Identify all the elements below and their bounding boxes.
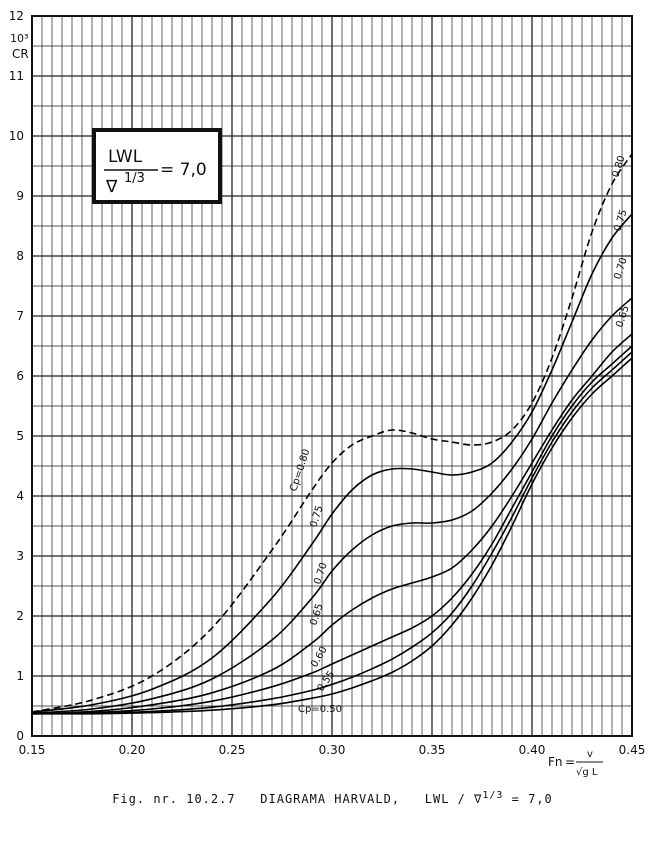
y-tick-label: 9 bbox=[16, 189, 24, 203]
inset-exponent: 1/3 bbox=[124, 171, 145, 186]
series-line-cp-060 bbox=[31, 345, 633, 715]
curves bbox=[31, 153, 633, 715]
inset-numerator: LWL bbox=[108, 147, 143, 167]
x-tick-label: 0.20 bbox=[119, 743, 146, 757]
x-axis-formula-den: √g L bbox=[576, 767, 598, 778]
series-line-cp-050 bbox=[31, 357, 633, 715]
y-tick-label: 8 bbox=[16, 249, 24, 263]
right-label-080: 0.80 bbox=[610, 154, 627, 179]
label-cp-065: 0.65 bbox=[308, 602, 325, 627]
right-label-070: 0.70 bbox=[612, 256, 629, 281]
tick-labels: 0.15 0.20 0.25 0.30 0.35 0.40 0.45012345678910… bbox=[9, 9, 646, 757]
y-tick-label: 5 bbox=[16, 429, 24, 443]
series-line-cp-080 bbox=[31, 153, 633, 713]
y-tick-label: 10 bbox=[9, 129, 24, 143]
x-tick-label: 0.45 bbox=[619, 743, 646, 757]
series-line-cp-075 bbox=[31, 213, 633, 713]
y-tick-label: 6 bbox=[16, 369, 24, 383]
label-cp-070: 0.70 bbox=[312, 561, 329, 586]
x-axis-formula: Fn = v √g L bbox=[548, 749, 603, 778]
right-label-075: 0.75 bbox=[612, 208, 629, 233]
caption-title: DIAGRAMA HARVALD, bbox=[260, 792, 401, 806]
x-tick-label: 0.30 bbox=[319, 743, 346, 757]
y-tick-label: 1 bbox=[16, 669, 24, 683]
x-axis-equals: = bbox=[565, 755, 575, 769]
x-tick-label: 0.35 bbox=[419, 743, 446, 757]
x-axis-symbol: Fn bbox=[548, 755, 563, 769]
y-axis-power: 10³ bbox=[10, 32, 28, 45]
x-tick-label: 0.25 bbox=[219, 743, 246, 757]
label-cp-050: Cp=0.50 bbox=[298, 704, 342, 715]
y-tick-label: 0 bbox=[16, 729, 24, 743]
y-tick-label: 12 bbox=[9, 9, 24, 23]
x-tick-label: 0.15 bbox=[19, 743, 46, 757]
caption-prefix: Fig. nr. 10.2.7 bbox=[112, 792, 236, 806]
inset-denominator: ∇ bbox=[105, 177, 118, 197]
y-tick-label: 2 bbox=[16, 609, 24, 623]
label-cp-075: 0.75 bbox=[308, 504, 325, 529]
y-tick-label: 4 bbox=[16, 489, 24, 503]
caption-ratio: LWL / ∇ bbox=[424, 792, 483, 806]
series-line-cp-055 bbox=[31, 351, 633, 715]
figure-caption: Fig. nr. 10.2.7 DIAGRAMA HARVALD, LWL / … bbox=[0, 790, 665, 806]
x-tick-label: 0.40 bbox=[519, 743, 546, 757]
caption-exponent: 1/3 bbox=[482, 790, 504, 801]
y-tick-label: 11 bbox=[9, 69, 24, 83]
right-label-065: 0.65 bbox=[614, 304, 631, 329]
inset-value: = 7,0 bbox=[160, 160, 207, 180]
series-line-cp-070 bbox=[31, 297, 633, 714]
series-line-cp-065 bbox=[31, 333, 633, 715]
series-labels: Cp=0.80 0.75 0.70 0.65 0.60 0.55 Cp=0.50 bbox=[288, 448, 342, 715]
y-tick-label: 3 bbox=[16, 549, 24, 563]
label-cp-055: 0.55 bbox=[315, 669, 337, 694]
x-axis-formula-num: v bbox=[587, 749, 593, 760]
y-tick-label: 7 bbox=[16, 309, 24, 323]
inset-formula-box: LWL ∇ 1/3 = 7,0 bbox=[92, 128, 222, 204]
caption-value: = 7,0 bbox=[511, 792, 553, 806]
y-axis-symbol: CR bbox=[12, 47, 29, 61]
grid bbox=[32, 16, 632, 736]
